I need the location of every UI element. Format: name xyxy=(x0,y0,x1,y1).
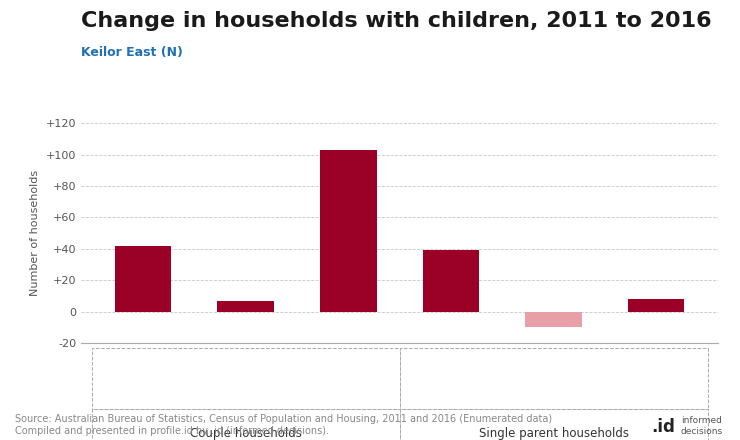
Bar xyxy=(92,409,400,440)
Text: informed
decisions: informed decisions xyxy=(681,416,723,436)
Bar xyxy=(628,299,684,312)
Bar xyxy=(400,409,707,440)
Text: Single parent households: Single parent households xyxy=(479,427,628,440)
Bar xyxy=(320,150,377,312)
Text: Couple households: Couple households xyxy=(189,427,302,440)
Bar xyxy=(92,348,400,409)
Text: Keilor East (N): Keilor East (N) xyxy=(81,46,184,59)
Text: Source: Australian Bureau of Statistics, Census of Population and Housing, 2011 : Source: Australian Bureau of Statistics,… xyxy=(15,414,552,436)
Y-axis label: Number of households: Number of households xyxy=(30,170,41,296)
Bar xyxy=(218,301,274,312)
Text: Change in households with children, 2011 to 2016: Change in households with children, 2011… xyxy=(81,11,712,31)
Bar xyxy=(525,312,582,327)
Text: .id: .id xyxy=(651,418,675,436)
Bar xyxy=(423,250,480,312)
Bar xyxy=(115,246,171,312)
Bar xyxy=(400,348,707,409)
